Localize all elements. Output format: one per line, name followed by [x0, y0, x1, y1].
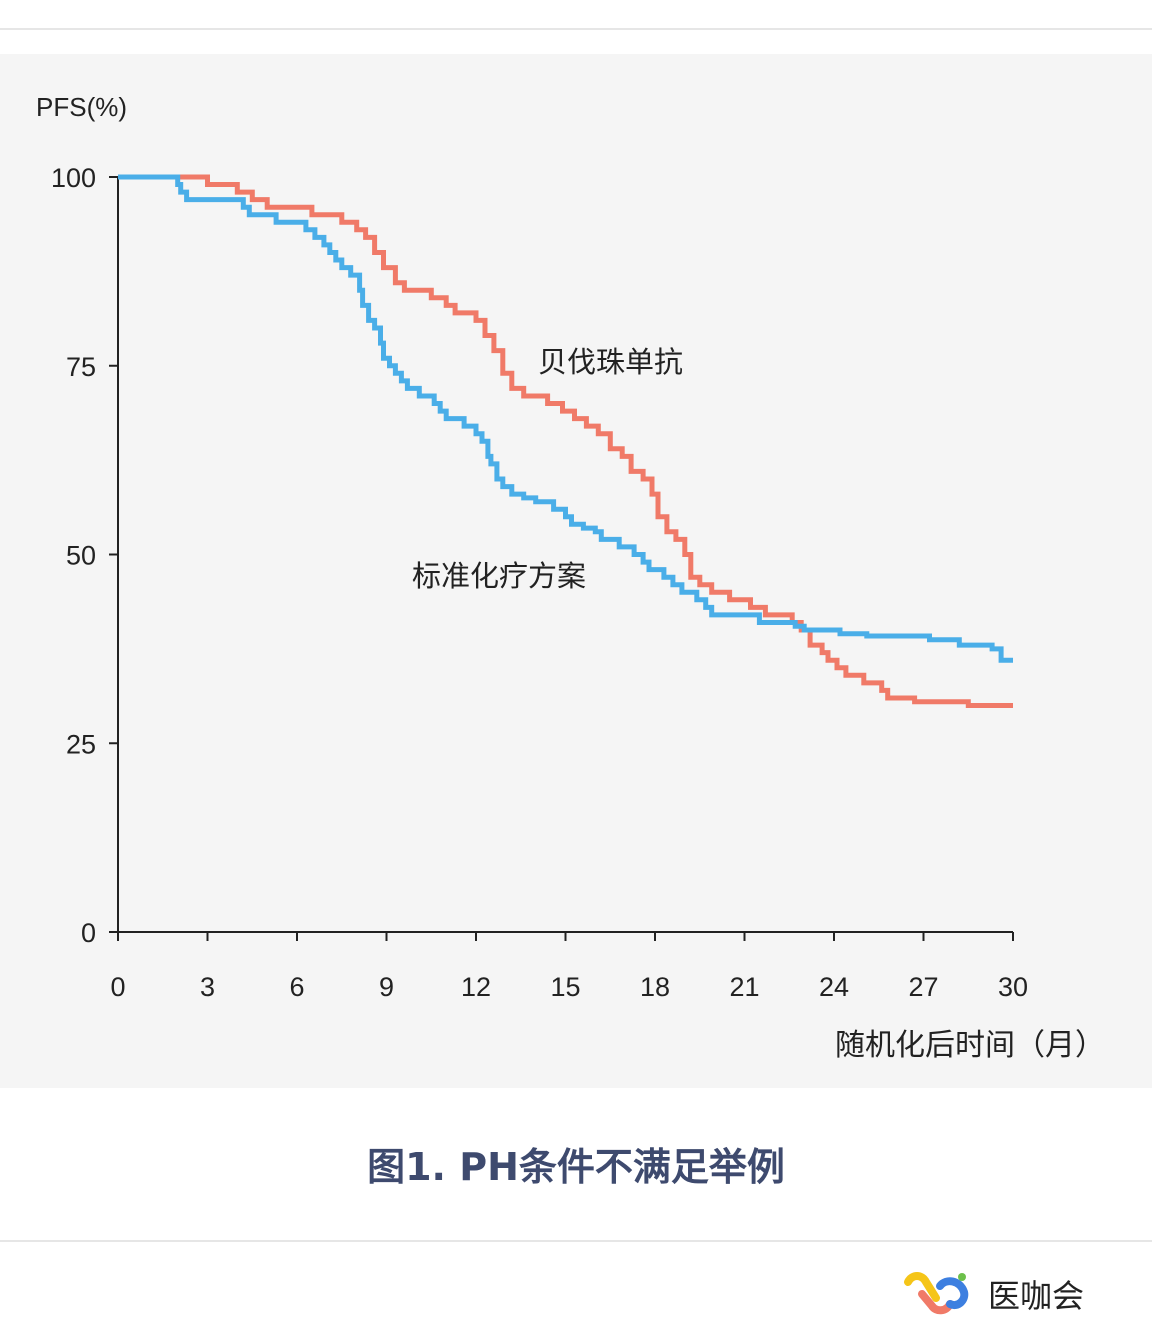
brand-logo-icon [904, 1272, 969, 1315]
y-tick-label: 50 [66, 541, 96, 571]
x-tick-label: 24 [819, 972, 849, 1002]
x-tick-label: 9 [379, 972, 394, 1002]
brand: 医咖会 [902, 1268, 1084, 1320]
km-chart: 0 25 50 75 100 0 3 6 9 12 15 18 21 24 27 30 PFS(%) 随机化后… [36, 92, 1105, 1062]
x-tick-label: 21 [729, 972, 759, 1002]
figure-caption: 图1. PH条件不满足举例 [367, 1145, 785, 1189]
y-tick-label: 100 [51, 163, 96, 193]
x-axis-label: 随机化后时间（月） [835, 1029, 1105, 1062]
y-tick-label: 25 [66, 729, 96, 759]
series-line-bevacizumab [118, 174, 1013, 708]
x-tick-label: 3 [200, 972, 215, 1002]
chart-panel: 0 25 50 75 100 0 3 6 9 12 15 18 21 24 27 30 PFS(%) 随机化后… [0, 54, 1152, 1088]
brand-name: 医咖会 [988, 1277, 1085, 1315]
x-tick-label: 27 [908, 972, 938, 1002]
top-divider [0, 28, 1152, 30]
series-line-standard-chemo [118, 174, 1013, 663]
x-tick-label: 15 [550, 972, 580, 1002]
x-tick-label: 30 [998, 972, 1028, 1002]
y-tick-label: 0 [81, 918, 96, 948]
series-layer [118, 174, 1013, 708]
series-label-standard-chemo: 标准化疗方案 [412, 560, 586, 593]
axes: 0 25 50 75 100 0 3 6 9 12 15 18 21 24 27 30 [51, 163, 1028, 1002]
bottom-divider [0, 1240, 1152, 1242]
x-tick-label: 18 [640, 972, 670, 1002]
y-axis-label: PFS(%) [36, 92, 127, 122]
x-tick-label: 0 [110, 972, 125, 1002]
y-tick-label: 75 [66, 352, 96, 382]
x-tick-label: 12 [461, 972, 491, 1002]
series-label-bevacizumab: 贝伐珠单抗 [538, 346, 683, 379]
labels-layer: PFS(%) 随机化后时间（月） 贝伐珠单抗 标准化疗方案 [36, 92, 1105, 1062]
x-tick-label: 6 [289, 972, 304, 1002]
